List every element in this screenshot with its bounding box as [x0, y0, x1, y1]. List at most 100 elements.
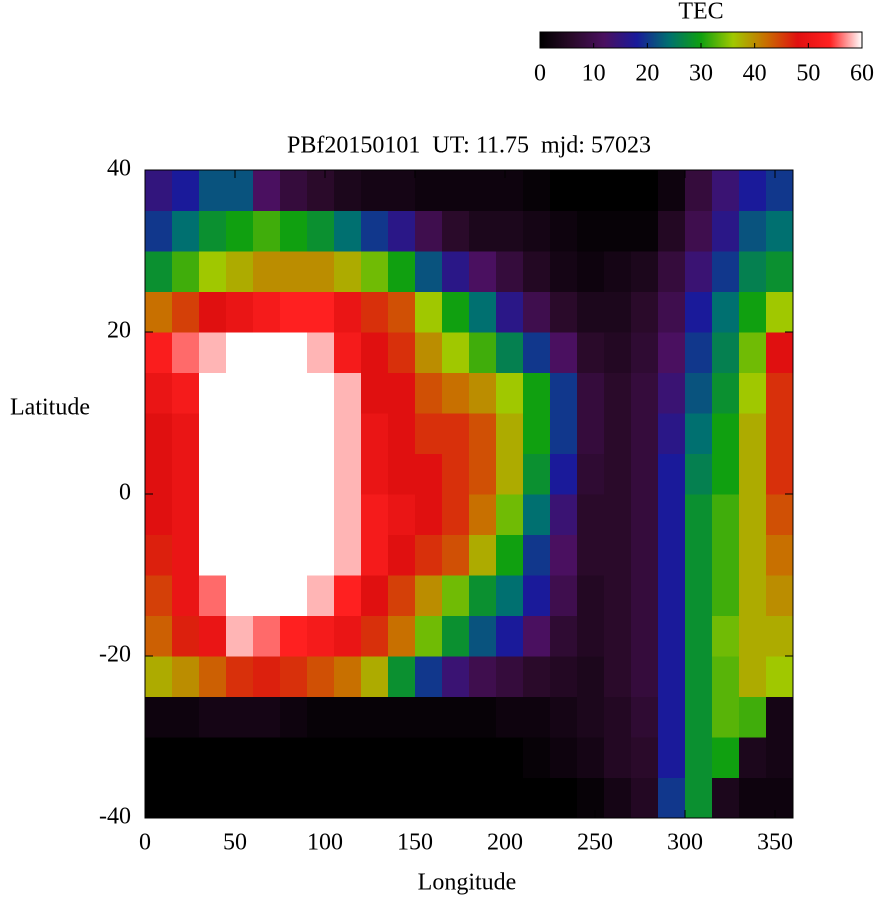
cell — [415, 777, 443, 819]
cell — [577, 777, 605, 819]
cell — [226, 737, 254, 778]
cell — [739, 170, 767, 211]
x-tick-label: 350 — [757, 830, 793, 856]
cell — [496, 372, 524, 414]
y-axis-label: Latitude — [10, 395, 90, 421]
colorbar-tick-label: 60 — [850, 61, 874, 87]
cell — [199, 291, 227, 333]
cell — [658, 210, 686, 252]
cell — [442, 210, 470, 252]
cell — [631, 332, 659, 373]
cell — [766, 494, 794, 535]
cell — [334, 170, 362, 211]
cell — [199, 494, 227, 535]
x-tick-label: 250 — [577, 830, 613, 856]
cell — [415, 494, 443, 535]
cell — [631, 494, 659, 535]
cell — [442, 291, 470, 333]
cell — [523, 494, 551, 535]
cell — [739, 453, 767, 495]
cell — [334, 696, 362, 738]
cell — [523, 251, 551, 292]
cell — [226, 777, 254, 819]
cell — [442, 453, 470, 495]
cell — [523, 413, 551, 454]
cell — [307, 332, 335, 373]
cell — [766, 210, 794, 252]
cell — [388, 453, 416, 495]
cell — [415, 534, 443, 576]
cell — [712, 777, 740, 819]
cell — [226, 210, 254, 252]
cell — [172, 453, 200, 495]
cell — [631, 413, 659, 454]
cell — [550, 170, 578, 211]
colorbar-tick-label: 40 — [743, 61, 767, 87]
cell — [712, 615, 740, 657]
cell — [766, 291, 794, 333]
x-tick-label: 300 — [667, 830, 703, 856]
cell — [307, 575, 335, 616]
cell — [388, 615, 416, 657]
cell — [523, 777, 551, 819]
cell — [415, 656, 443, 697]
cell — [577, 615, 605, 657]
cell — [712, 453, 740, 495]
cell — [712, 696, 740, 738]
cell — [523, 170, 551, 211]
cell — [388, 251, 416, 292]
cell — [280, 656, 308, 697]
x-tick-label: 0 — [139, 830, 151, 856]
cell — [388, 170, 416, 211]
cell — [307, 696, 335, 738]
cell — [172, 251, 200, 292]
cell — [334, 615, 362, 657]
cell — [253, 291, 281, 333]
cell — [766, 575, 794, 616]
cell — [361, 696, 389, 738]
cell — [199, 534, 227, 576]
cell — [469, 656, 497, 697]
colorbar-tick-label: 0 — [534, 61, 546, 87]
cell — [442, 737, 470, 778]
cell — [334, 575, 362, 616]
cell — [172, 534, 200, 576]
cell — [199, 170, 227, 211]
cell — [469, 413, 497, 454]
cell — [469, 575, 497, 616]
cell — [550, 656, 578, 697]
cell — [631, 656, 659, 697]
cell — [145, 737, 173, 778]
cell — [550, 494, 578, 535]
cell — [469, 494, 497, 535]
cell — [631, 291, 659, 333]
cell — [739, 291, 767, 333]
x-axis-label: Longitude — [418, 870, 517, 896]
cell — [280, 777, 308, 819]
cell — [145, 251, 173, 292]
cell — [388, 291, 416, 333]
cell — [280, 413, 308, 454]
cell — [766, 615, 794, 657]
cell — [145, 656, 173, 697]
cell — [226, 453, 254, 495]
cell — [334, 210, 362, 252]
cell — [577, 453, 605, 495]
cell — [253, 413, 281, 454]
cell — [766, 534, 794, 576]
cell — [577, 534, 605, 576]
cell — [226, 413, 254, 454]
cell — [523, 737, 551, 778]
cell — [658, 656, 686, 697]
cell — [685, 453, 713, 495]
cell — [631, 251, 659, 292]
cell — [469, 615, 497, 657]
cell — [685, 291, 713, 333]
cell — [469, 372, 497, 414]
cell — [199, 413, 227, 454]
cell — [631, 737, 659, 778]
cell — [631, 575, 659, 616]
cell — [388, 777, 416, 819]
cell — [712, 291, 740, 333]
plot-frame — [144, 169, 794, 819]
